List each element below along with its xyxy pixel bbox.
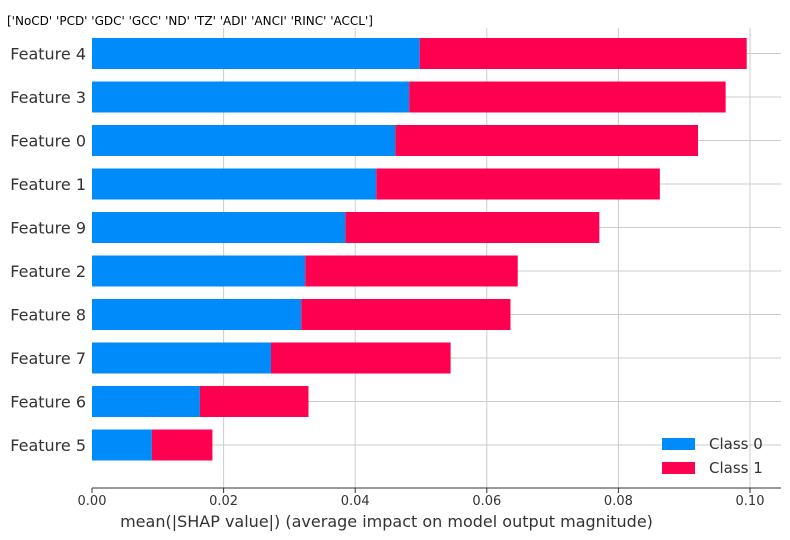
bar-class1 (395, 125, 699, 156)
bar-class0 (92, 212, 346, 243)
bar-class1 (345, 212, 600, 243)
y-tick-label: Feature 9 (10, 219, 86, 238)
bar-class0 (92, 168, 377, 200)
bar-class0 (92, 429, 152, 461)
bar-class0 (92, 125, 396, 156)
bar-class1 (151, 429, 213, 461)
y-tick-label: Feature 8 (10, 306, 86, 325)
legend-label-class1: Class 1 (709, 459, 763, 477)
y-tick-label: Feature 4 (10, 45, 86, 64)
y-tick-label: Feature 6 (10, 393, 86, 412)
x-tick-label: 0.10 (736, 494, 765, 509)
bar-class1 (376, 168, 660, 200)
bar-class1 (199, 386, 309, 417)
legend-item-class1: Class 1 (662, 456, 763, 480)
bar-class0 (92, 255, 306, 287)
x-tick-label: 0.04 (341, 494, 370, 509)
bar-class0 (92, 299, 302, 330)
legend: Class 0 Class 1 (662, 432, 763, 480)
bar-class1 (409, 81, 726, 113)
y-tick-label: Feature 2 (10, 262, 86, 281)
legend-label-class0: Class 0 (709, 435, 763, 453)
legend-swatch-class0 (662, 438, 695, 450)
x-tick-label: 0.08 (604, 494, 633, 509)
bar-class1 (419, 38, 747, 69)
x-axis-label: mean(|SHAP value|) (average impact on mo… (120, 512, 653, 531)
x-tick-label: 0.00 (78, 494, 107, 509)
bar-class0 (92, 386, 200, 417)
bar-class0 (92, 38, 420, 69)
y-tick-label: Feature 0 (10, 132, 86, 151)
bar-class1 (270, 342, 451, 374)
bar-class1 (305, 255, 518, 287)
bar-class1 (301, 299, 511, 330)
bar-class0 (92, 81, 410, 113)
legend-item-class0: Class 0 (662, 432, 763, 456)
x-tick-label: 0.02 (209, 494, 238, 509)
y-tick-label: Feature 1 (10, 175, 86, 194)
x-tick-label: 0.06 (472, 494, 501, 509)
legend-swatch-class1 (662, 462, 695, 474)
y-tick-label: Feature 7 (10, 349, 86, 368)
chart-title: ['NoCD' 'PCD' 'GDC' 'GCC' 'ND' 'TZ' 'ADI… (7, 14, 373, 28)
y-tick-label: Feature 5 (10, 436, 86, 455)
bar-class0 (92, 342, 271, 374)
y-tick-label: Feature 3 (10, 88, 86, 107)
